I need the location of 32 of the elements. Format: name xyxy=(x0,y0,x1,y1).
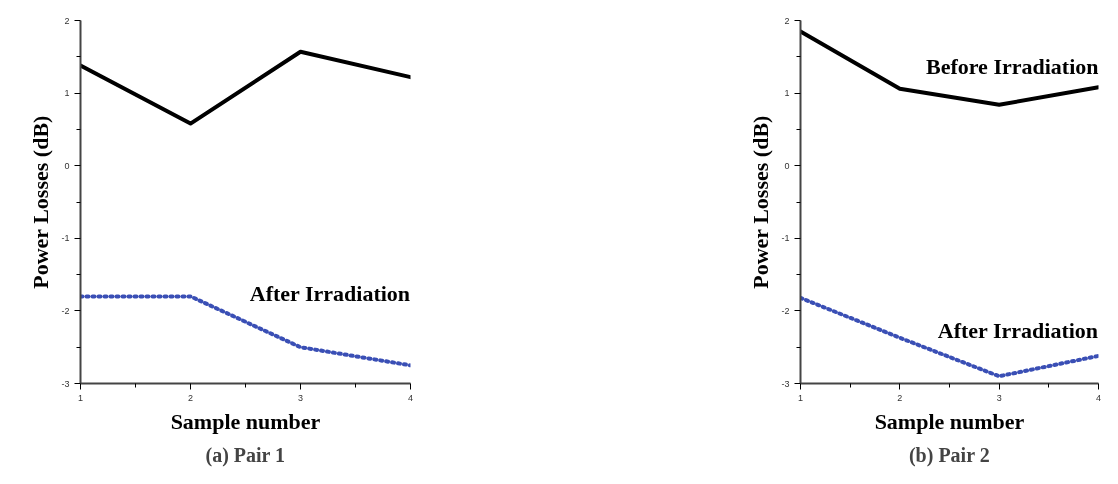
series-label: Before Irradiation xyxy=(925,54,1099,80)
y-tick-label: 2 xyxy=(784,15,790,26)
y-axis-title: Power Losses (dB) xyxy=(748,115,774,289)
y-tick-label: 0 xyxy=(784,160,790,171)
y-axis-title: Power Losses (dB) xyxy=(28,115,54,289)
x-tick-label: 2 xyxy=(897,392,903,403)
y-tick-label: -3 xyxy=(781,378,790,389)
x-tick-label: 3 xyxy=(996,392,1002,403)
x-tick-label: 4 xyxy=(1096,392,1102,403)
x-axis-title: Sample number xyxy=(874,408,1025,434)
y-tick-label: -2 xyxy=(61,305,70,316)
text: (b) Pair 2 xyxy=(908,443,990,467)
x-axis-title: Sample number xyxy=(170,408,321,434)
series-label: After Irradiation xyxy=(249,281,411,307)
y-tick-label: 0 xyxy=(64,160,70,171)
line-series xyxy=(80,49,411,126)
y-tick-label: -3 xyxy=(61,378,70,389)
y-tick-label: -2 xyxy=(781,305,790,316)
y-tick-label: -1 xyxy=(781,233,790,244)
y-tick-label: 1 xyxy=(784,88,790,99)
x-tick-label: 1 xyxy=(78,392,84,403)
x-tick-label: 4 xyxy=(408,392,414,403)
y-tick-label: 2 xyxy=(64,15,70,26)
y-tick-label: -1 xyxy=(61,233,70,244)
x-tick-label: 2 xyxy=(188,392,194,403)
line-series xyxy=(800,295,1099,379)
line-series xyxy=(800,29,1099,107)
text: (a) Pair 1 xyxy=(205,443,286,467)
x-tick-label: 1 xyxy=(798,392,804,403)
x-tick-label: 3 xyxy=(298,392,304,403)
y-tick-label: 1 xyxy=(64,88,70,99)
series-label: After Irradiation xyxy=(937,318,1099,344)
